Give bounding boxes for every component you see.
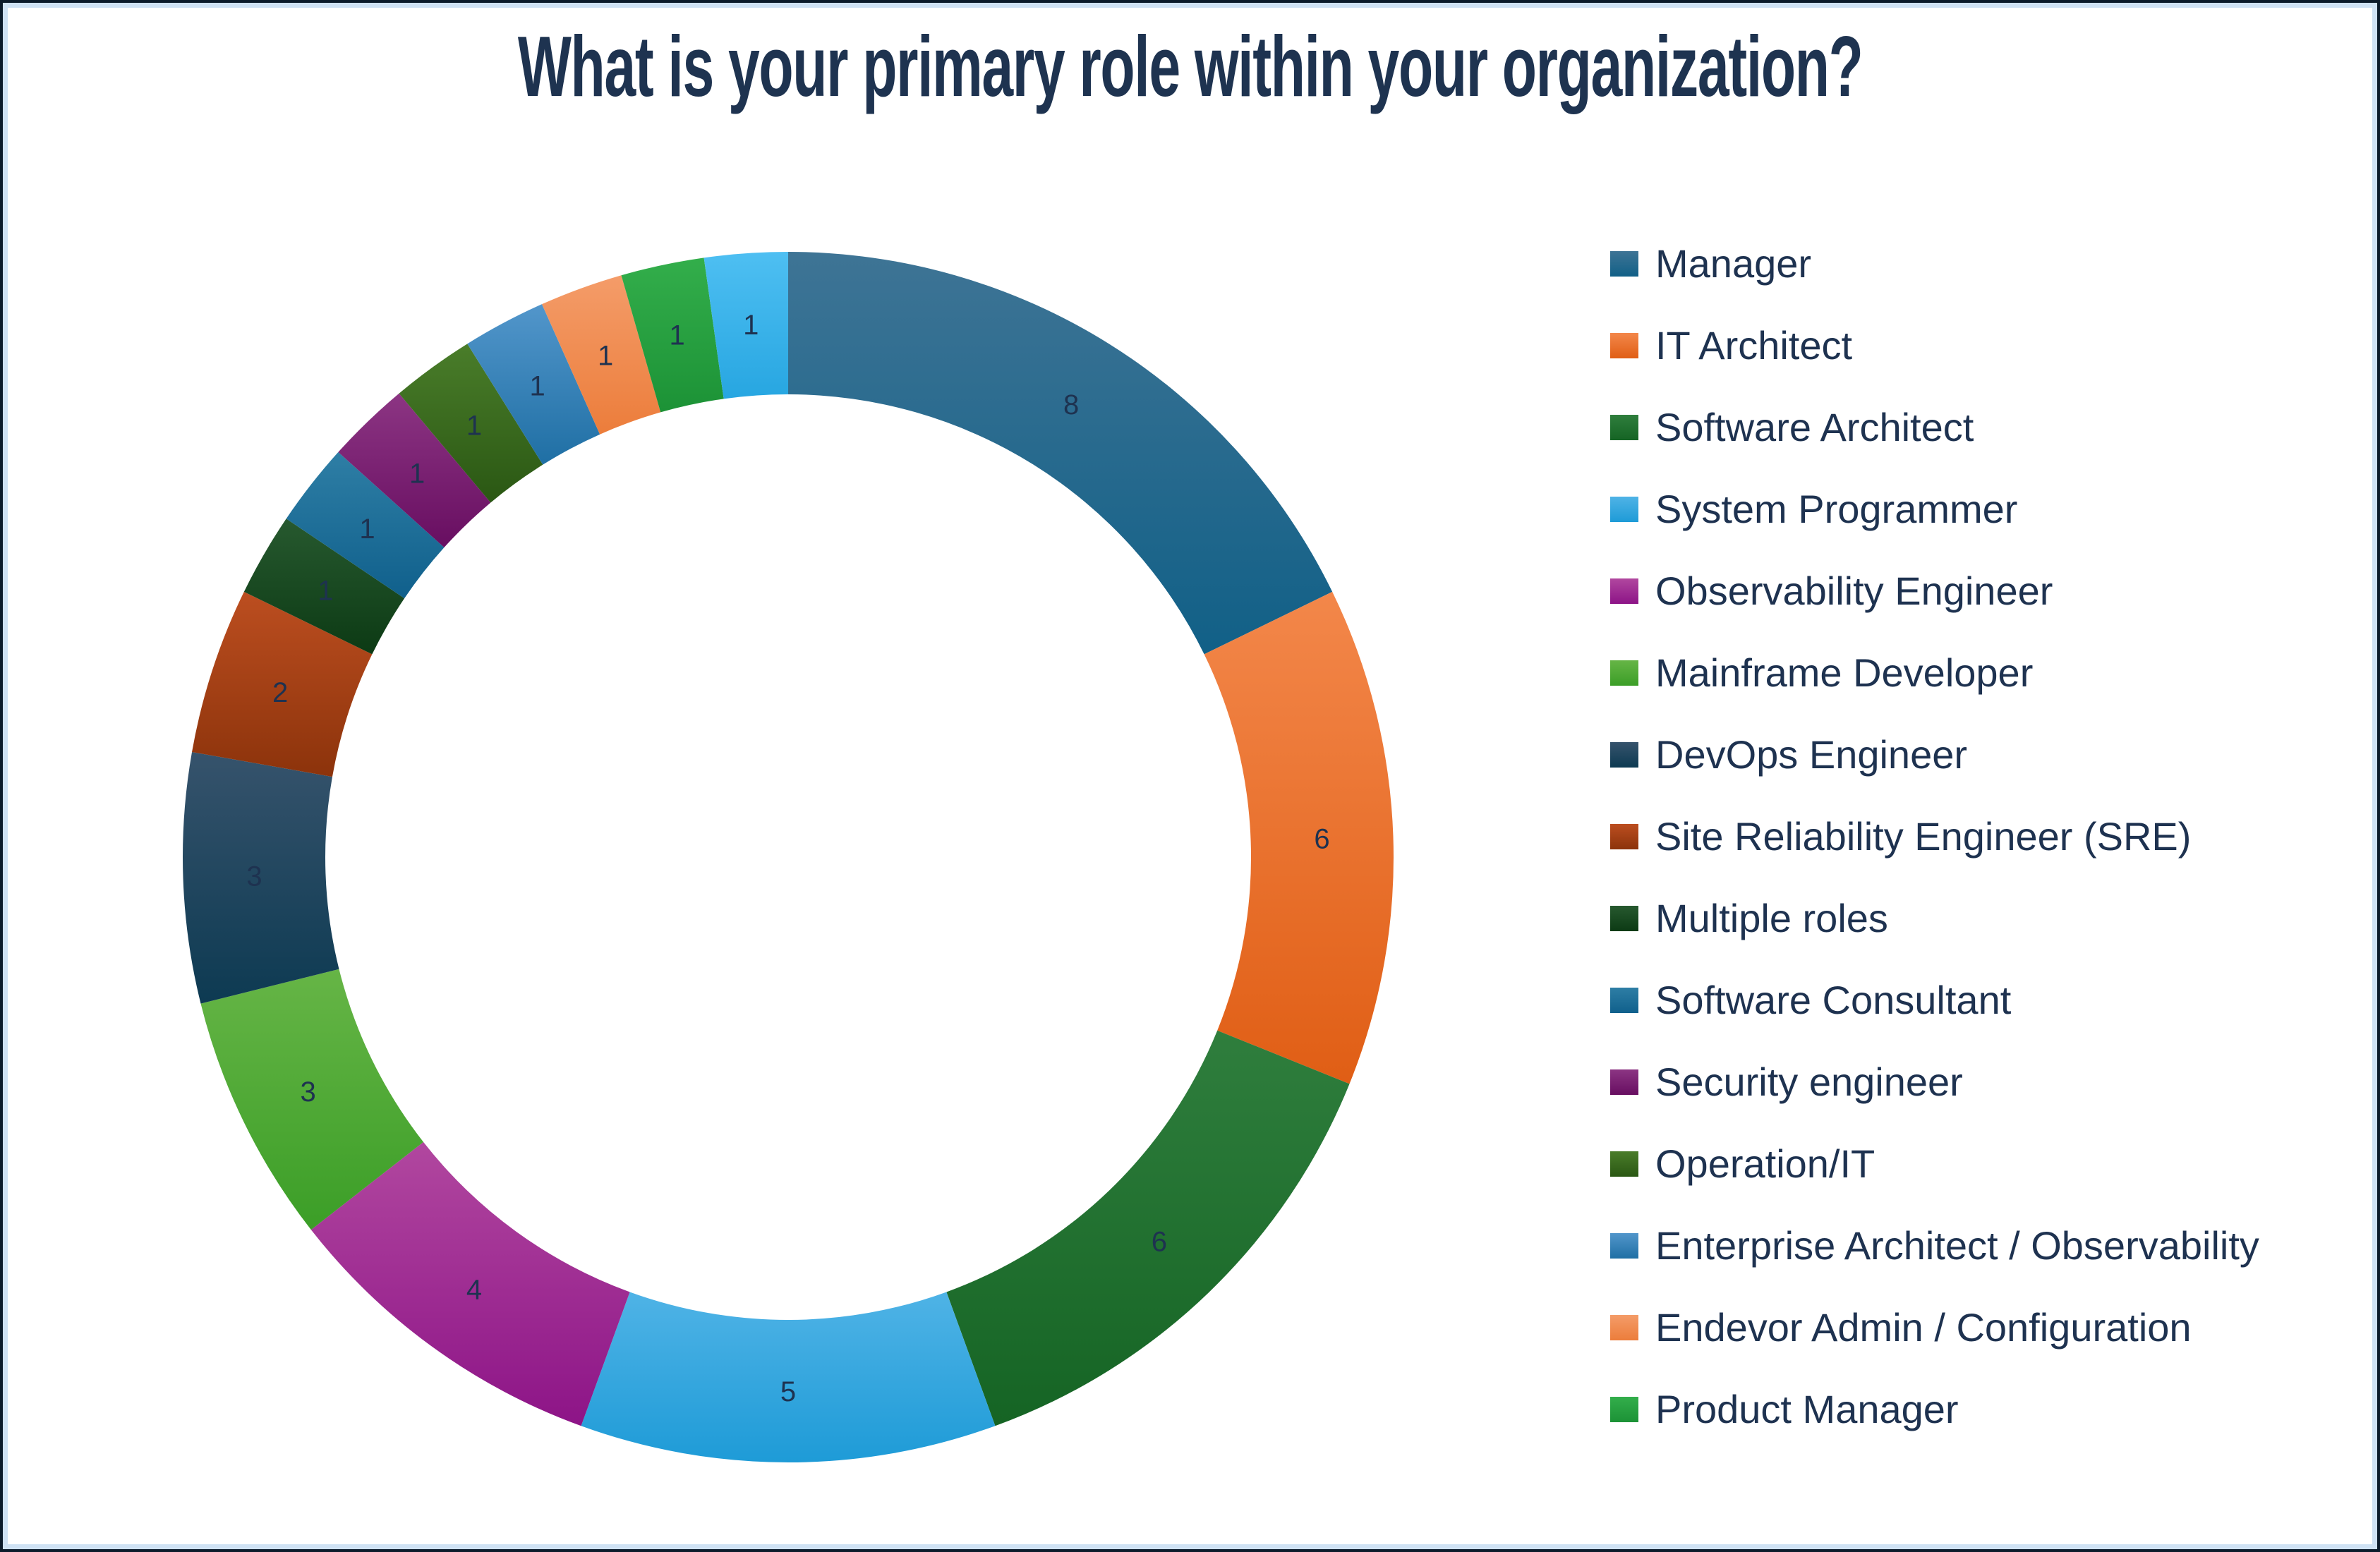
legend-swatch [1610,742,1638,768]
slice-value-label: 8 [1063,389,1079,420]
legend-swatch [1610,1315,1638,1340]
legend-swatch [1610,251,1638,277]
pie-slice-enterprise-architect-observability[interactable] [467,304,600,465]
legend-swatch [1610,1397,1638,1422]
legend-swatch [1610,906,1638,931]
slice-value-label: 3 [300,1077,315,1108]
slice-value-label: 6 [1314,824,1329,855]
pie-slice-devops-engineer[interactable] [182,752,339,1004]
pie-slice-software-consultant[interactable] [286,451,445,599]
legend-swatch [1610,578,1638,604]
pie-slice-multiple-roles[interactable] [243,519,405,655]
pie-slice-slice-16[interactable] [703,252,788,399]
slice-value-label: 1 [318,576,333,607]
pie-slice-manager[interactable] [788,252,1333,655]
legend-item-system-programmer[interactable]: System Programmer [1610,468,2259,550]
legend-label: Manager [1655,241,1812,286]
legend-swatch [1610,333,1638,358]
pie-slice-site-reliability-engineer-sre[interactable] [192,591,373,777]
slice-value-label: 1 [466,411,482,442]
legend-swatch [1610,660,1638,686]
legend-label: Security engineer [1655,1060,1963,1104]
legend-label: Multiple roles [1655,896,1888,940]
slice-value-label: 5 [780,1376,796,1407]
legend-label: Product Manager [1655,1387,1959,1431]
legend-label: Enterprise Architect / Observability [1655,1223,2259,1268]
legend-label: Mainframe Developer [1655,650,2034,695]
pie-slice-mainframe-developer[interactable] [200,969,424,1230]
chart-title-area: What is your primary role within your or… [0,17,2380,116]
pie-slice-security-engineer[interactable] [338,393,491,548]
pie-slice-software-architect[interactable] [946,1030,1350,1426]
slice-value-label: 6 [1152,1227,1167,1258]
chart-title: What is your primary role within your or… [517,18,1863,114]
slice-value-label: 1 [669,320,684,351]
pie-slice-product-manager[interactable] [621,257,724,413]
slice-value-label: 3 [246,861,262,892]
slice-value-label: 1 [409,459,425,490]
legend-label: Software Architect [1655,405,1974,449]
legend-item-multiple-roles[interactable]: Multiple roles [1610,878,2259,959]
legend-label: Operation/IT [1655,1141,1875,1186]
legend-item-security-engineer[interactable]: Security engineer [1610,1041,2259,1123]
pie-slice-system-programmer[interactable] [581,1292,996,1463]
legend-item-site-reliability-engineer-sre[interactable]: Site Reliability Engineer (SRE) [1610,796,2259,878]
legend-item-it-architect[interactable]: IT Architect [1610,305,2259,387]
pie-slice-it-architect[interactable] [1204,591,1394,1084]
chart-legend: Manager IT Architect Software Architect Sys… [1610,223,2259,1450]
legend-label: IT Architect [1655,323,1853,368]
slice-value-label: 2 [272,677,288,708]
slice-value-label: 4 [466,1274,482,1305]
legend-label: DevOps Engineer [1655,732,1968,777]
legend-item-software-architect[interactable]: Software Architect [1610,387,2259,468]
legend-swatch [1610,1233,1638,1259]
legend-item-enterprise-architect-observability[interactable]: Enterprise Architect / Observability [1610,1205,2259,1287]
legend-label: Observability Engineer [1655,569,2053,613]
legend-item-endevor-admin-configuration[interactable]: Endevor Admin / Configuration [1610,1287,2259,1369]
legend-label: System Programmer [1655,487,2018,531]
legend-item-observability-engineer[interactable]: Observability Engineer [1610,550,2259,632]
legend-swatch [1610,1069,1638,1095]
legend-swatch [1610,1151,1638,1177]
legend-label: Site Reliability Engineer (SRE) [1655,814,2192,859]
pie-slice-observability-engineer[interactable] [310,1141,630,1426]
legend-label: Endevor Admin / Configuration [1655,1305,2192,1350]
slice-value-label: 1 [598,341,613,372]
slice-value-label: 1 [743,310,759,341]
legend-item-mainframe-developer[interactable]: Mainframe Developer [1610,632,2259,714]
slice-value-label: 1 [359,514,375,545]
legend-item-operation-it[interactable]: Operation/IT [1610,1123,2259,1205]
legend-item-manager[interactable]: Manager [1610,223,2259,305]
pie-slice-operation-it[interactable] [399,344,543,503]
legend-label: Software Consultant [1655,978,2012,1022]
legend-item-software-consultant[interactable]: Software Consultant [1610,959,2259,1041]
slice-value-label: 1 [529,371,545,402]
legend-swatch [1610,988,1638,1013]
legend-swatch [1610,415,1638,440]
legend-swatch [1610,497,1638,522]
legend-item-product-manager[interactable]: Product Manager [1610,1369,2259,1450]
pie-slice-endevor-admin-configuration[interactable] [542,275,661,435]
legend-swatch [1610,824,1638,849]
legend-item-devops-engineer[interactable]: DevOps Engineer [1610,714,2259,796]
